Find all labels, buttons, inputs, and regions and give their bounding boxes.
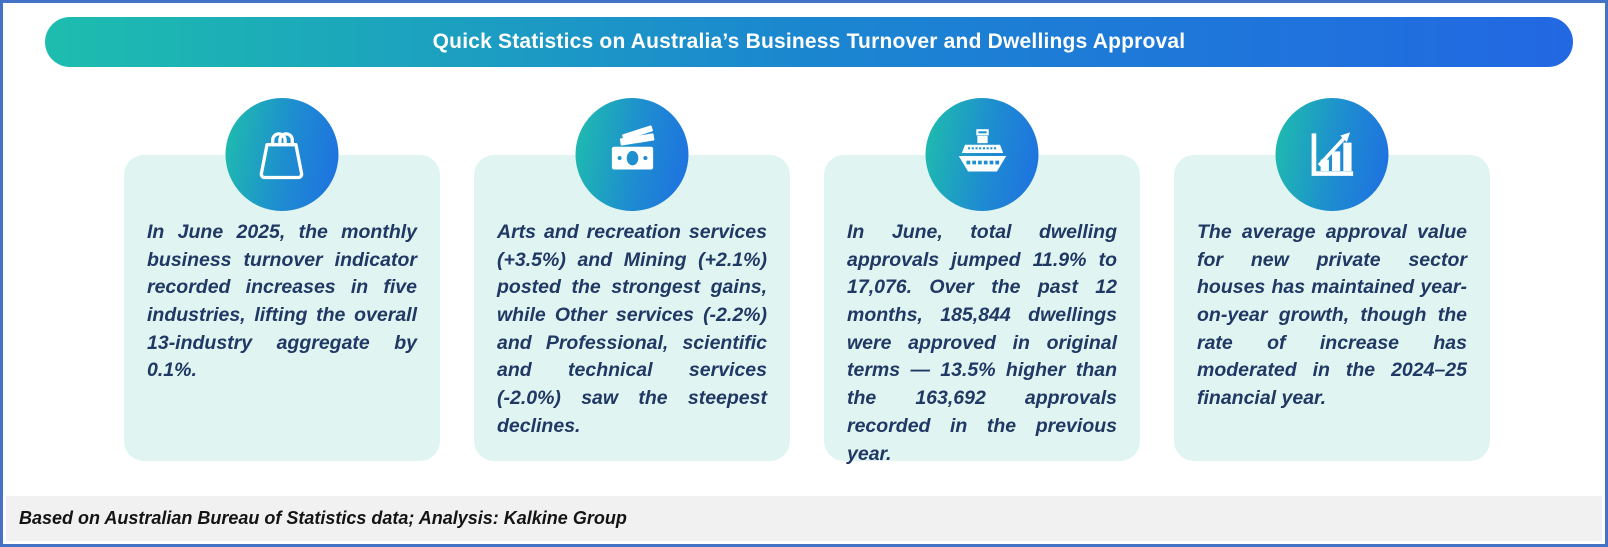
card-text: The average approval value for new priva… [1197,221,1467,410]
title-banner: Quick Statistics on Australia’s Business… [45,17,1573,67]
source-attribution: Based on Australian Bureau of Statistics… [19,508,627,528]
card-text: In June, total dwelling approvals jumped… [847,221,1117,465]
card-industry-gains: Arts and recreation services (+3.5%) and… [474,98,790,461]
page-title: Quick Statistics on Australia’s Business… [432,30,1186,53]
bar-chart-growth-icon [1275,98,1389,211]
card-dwelling-approvals: In June, total dwelling approvals jumped… [824,98,1140,465]
card-business-turnover: In June 2025, the monthly business turno… [124,98,440,461]
ship-icon [925,98,1039,211]
shopping-bag-icon [225,98,339,211]
card-text: In June 2025, the monthly business turno… [147,221,417,382]
card-approval-value: The average approval value for new priva… [1174,98,1490,461]
source-footer: Based on Australian Bureau of Statistics… [6,496,1602,541]
card-text: Arts and recreation services (+3.5%) and… [497,221,767,437]
banknotes-icon [575,98,689,211]
stat-cards-row: In June 2025, the monthly business turno… [124,98,1490,465]
